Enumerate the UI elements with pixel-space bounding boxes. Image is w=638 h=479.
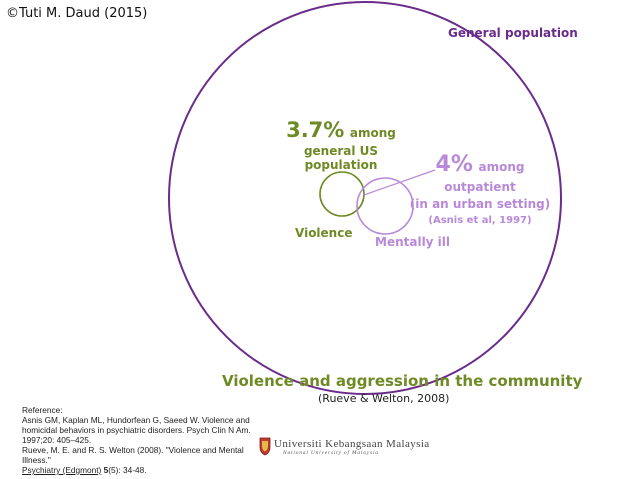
- mentally-ill-circle: [356, 177, 414, 235]
- stat-outpatient-citation: (Asnis et al, 1997): [428, 215, 532, 226]
- stat-outpatient-value: 4%: [435, 152, 473, 177]
- reference-2-volume: 5: [103, 465, 109, 475]
- stat-general-line2: general US population: [303, 144, 379, 172]
- diagram-subtitle: (Rueve & Welton, 2008): [318, 392, 450, 405]
- general-population-circle: [168, 1, 562, 395]
- logo-subtitle: National University of Malaysia: [283, 450, 379, 456]
- callout-line: [363, 169, 436, 196]
- reference-1-line-3: 1997;20: 405–425.: [22, 435, 92, 445]
- reference-2-pages: (5): 34-48.: [108, 465, 147, 475]
- reference-2-journal: Psychiatry (Edgmont): [22, 465, 102, 475]
- stat-outpatient: 4% among outpatient (in an urban setting…: [400, 152, 560, 226]
- diagram-title: Violence and aggression in the community: [222, 372, 583, 390]
- reference-2-line-1: Rueve, M. E. and R. S. Welton (2008). "V…: [22, 445, 244, 465]
- reference-2-line-2: Psychiatry (Edgmont) 5(5): 34-48.: [22, 465, 262, 475]
- general-population-label: General population: [448, 26, 578, 40]
- reference-1-line-1: Asnis GM, Kaplan ML, Hundorfean G, Saeed…: [22, 415, 250, 425]
- reference-1-line-2: homicidal behaviors in psychiatric disor…: [22, 425, 251, 435]
- logo-name: Universiti Kebangsaan Malaysia: [274, 438, 430, 450]
- references-heading: Reference:: [22, 405, 63, 415]
- stat-general-suffix: among: [349, 126, 396, 140]
- references-block: Reference: Asnis GM, Kaplan ML, Hundorfe…: [22, 405, 262, 475]
- violence-circle: [319, 171, 365, 217]
- stat-outpatient-suffix: among: [478, 160, 525, 174]
- mentally-ill-label: Mentally ill: [375, 235, 451, 249]
- crest-icon: [259, 437, 271, 456]
- stat-outpatient-line2: outpatient: [444, 180, 516, 194]
- stat-general-value: 3.7%: [286, 118, 345, 142]
- violence-label: Violence: [295, 226, 353, 240]
- stat-general-population: 3.7% among general US population: [276, 118, 406, 172]
- copyright-text: ©Tuti M. Daud (2015): [6, 6, 148, 21]
- stat-outpatient-line3: (in an urban setting): [409, 197, 551, 211]
